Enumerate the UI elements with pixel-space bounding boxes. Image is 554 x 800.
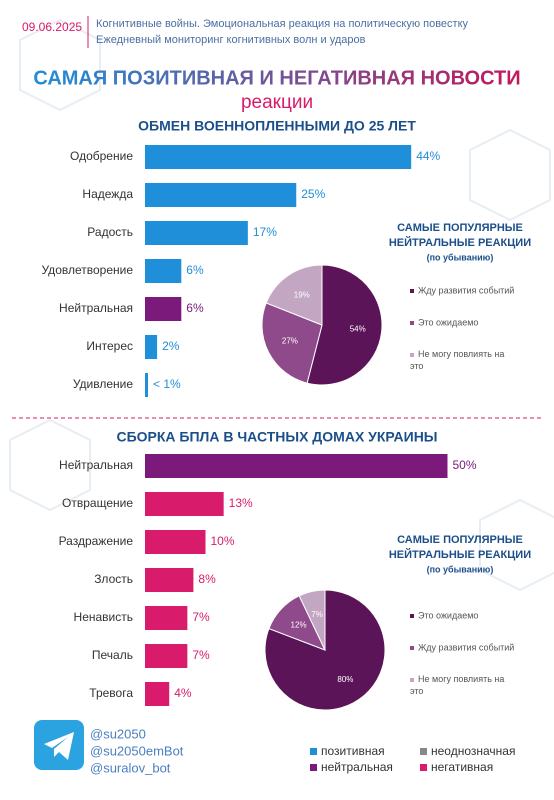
legend-swatch bbox=[410, 678, 414, 682]
legend-swatch bbox=[420, 748, 427, 755]
value-label: 7% bbox=[192, 610, 210, 624]
bar bbox=[145, 335, 158, 359]
legend-label: неоднозначная bbox=[431, 744, 515, 758]
value-label: < 1% bbox=[153, 377, 181, 391]
pie-subtitle: (по убыванию) bbox=[427, 252, 494, 262]
value-label: 10% bbox=[211, 534, 235, 548]
value-label: 6% bbox=[186, 301, 204, 315]
legend-label: позитивная bbox=[321, 744, 385, 758]
slice-label: 54% bbox=[350, 325, 366, 334]
legend-label: Не могу повлиять на это bbox=[410, 674, 504, 696]
bar bbox=[145, 530, 206, 554]
pie-title: САМЫЕ ПОПУЛЯРНЫЕ НЕЙТРАЛЬНЫЕ РЕАКЦИИ bbox=[389, 534, 531, 561]
category-label: Одобрение bbox=[70, 149, 133, 163]
category-label: Отвращение bbox=[62, 496, 133, 510]
legend-swatch bbox=[410, 353, 414, 357]
legend-swatch bbox=[310, 748, 317, 755]
category-label: Раздражение bbox=[59, 534, 134, 548]
legend-label: Жду развития событий bbox=[418, 642, 514, 652]
category-label: Удовлетворение bbox=[42, 263, 134, 277]
subtitle: Когнитивные войны. Эмоциональная реакция… bbox=[96, 18, 469, 30]
bar bbox=[145, 183, 297, 207]
value-label: 44% bbox=[416, 149, 440, 163]
main-title: САМАЯ ПОЗИТИВНАЯ И НЕГАТИВНАЯ НОВОСТИ bbox=[33, 67, 520, 89]
category-label: Ненависть bbox=[74, 610, 133, 624]
legend-label: Не могу повлиять на это bbox=[410, 349, 504, 371]
bar bbox=[145, 454, 448, 478]
bar bbox=[145, 259, 182, 283]
pie-subtitle: (по убыванию) bbox=[427, 564, 494, 574]
value-label: 50% bbox=[453, 458, 477, 472]
bar bbox=[145, 568, 194, 592]
pie-slice bbox=[306, 264, 383, 386]
value-label: 6% bbox=[186, 263, 204, 277]
legend-label: Это ожидаемо bbox=[418, 610, 478, 620]
legend-label: Жду развития событий bbox=[418, 285, 514, 295]
chart-title: ОБМЕН ВОЕННОПЛЕННЫМИ ДО 25 ЛЕТ bbox=[138, 118, 416, 134]
legend-swatch bbox=[310, 764, 317, 771]
category-label: Интерес bbox=[86, 339, 133, 353]
handle: @su2050 bbox=[90, 726, 146, 741]
legend-label: Это ожидаемо bbox=[418, 317, 478, 327]
legend-swatch bbox=[410, 614, 414, 618]
value-label: 13% bbox=[229, 496, 253, 510]
bar bbox=[145, 297, 182, 321]
legend-swatch bbox=[420, 764, 427, 771]
legend-swatch bbox=[410, 321, 414, 325]
value-label: 8% bbox=[198, 572, 216, 586]
slice-label: 27% bbox=[282, 336, 298, 345]
category-label: Печаль bbox=[92, 648, 133, 662]
date: 09.06.2025 bbox=[22, 20, 82, 34]
category-label: Надежда bbox=[82, 187, 133, 201]
telegram-icon bbox=[34, 720, 84, 770]
value-label: 4% bbox=[174, 686, 192, 700]
value-label: 2% bbox=[162, 339, 180, 353]
bar bbox=[145, 373, 149, 397]
bar bbox=[145, 221, 248, 245]
pie-slice bbox=[265, 264, 323, 326]
background-hexagons bbox=[9, 18, 554, 592]
category-label: Нейтральная bbox=[59, 458, 133, 472]
slice-label: 19% bbox=[294, 290, 310, 299]
pie-slice bbox=[261, 302, 323, 384]
category-label: Радость bbox=[87, 225, 133, 239]
subtitle: Ежедневный мониторинг когнитивных волн и… bbox=[96, 34, 366, 46]
legend-label: негативная bbox=[431, 760, 493, 774]
legend-label: нейтральная bbox=[321, 760, 393, 774]
value-label: 17% bbox=[253, 225, 277, 239]
slice-label: 80% bbox=[337, 675, 353, 684]
legend-swatch bbox=[410, 289, 414, 293]
bar bbox=[145, 145, 412, 169]
handle: @su2050emBot bbox=[90, 743, 184, 758]
pie-title: САМЫЕ ПОПУЛЯРНЫЕ НЕЙТРАЛЬНЫЕ РЕАКЦИИ bbox=[389, 222, 531, 249]
value-label: 25% bbox=[301, 187, 325, 201]
main-subtitle: реакции bbox=[241, 92, 313, 113]
category-label: Тревога bbox=[89, 686, 133, 700]
legend-swatch bbox=[410, 646, 414, 650]
chart-title: СБОРКА БПЛА В ЧАСТНЫХ ДОМАХ УКРАИНЫ bbox=[116, 429, 437, 445]
category-label: Нейтральная bbox=[59, 301, 133, 315]
bar bbox=[145, 606, 188, 630]
bar bbox=[145, 682, 170, 706]
handle: @suralov_bot bbox=[90, 760, 171, 775]
bar bbox=[145, 492, 224, 516]
category-label: Злость bbox=[94, 572, 133, 586]
slice-label: 7% bbox=[311, 610, 323, 619]
bar bbox=[145, 644, 188, 668]
slice-label: 12% bbox=[291, 621, 307, 630]
pie-slice bbox=[298, 589, 326, 651]
category-label: Удивление bbox=[73, 377, 133, 391]
value-label: 7% bbox=[192, 648, 210, 662]
